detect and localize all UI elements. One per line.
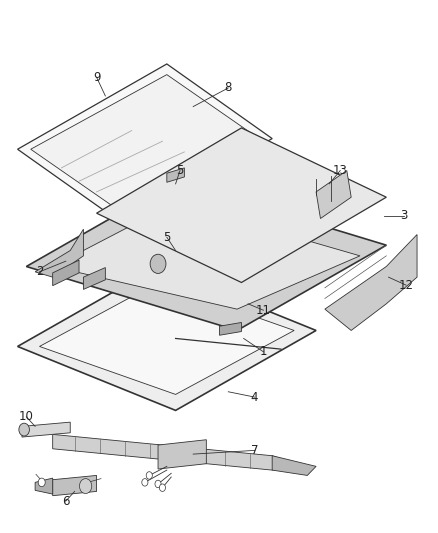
Polygon shape [39,282,293,394]
Polygon shape [22,422,70,437]
Circle shape [79,479,92,494]
Circle shape [19,423,29,436]
Text: 3: 3 [399,209,406,222]
Polygon shape [272,456,315,475]
Text: 10: 10 [19,410,34,423]
Circle shape [150,254,166,273]
Polygon shape [53,475,96,496]
Polygon shape [18,266,315,410]
Circle shape [38,478,45,487]
Text: 7: 7 [250,444,258,457]
Text: 5: 5 [176,164,183,177]
Polygon shape [31,75,258,213]
Polygon shape [18,64,272,224]
Text: 13: 13 [332,164,347,177]
Text: 8: 8 [224,82,231,94]
Polygon shape [53,260,79,286]
Text: 12: 12 [398,279,413,292]
Polygon shape [53,203,359,309]
Text: 2: 2 [35,265,43,278]
Polygon shape [53,434,298,470]
Polygon shape [35,478,53,494]
Text: 4: 4 [250,391,258,403]
Polygon shape [324,235,416,330]
Circle shape [155,480,161,488]
Text: 5: 5 [163,231,170,244]
Text: 9: 9 [92,71,100,84]
Polygon shape [158,440,206,469]
Polygon shape [83,268,105,289]
Circle shape [141,479,148,486]
Polygon shape [219,322,241,335]
Polygon shape [166,168,184,182]
Polygon shape [26,181,385,330]
Polygon shape [96,128,385,282]
Polygon shape [35,229,83,277]
Text: 6: 6 [62,495,70,507]
Polygon shape [315,171,350,219]
Circle shape [159,484,165,491]
Circle shape [146,472,152,479]
Text: 1: 1 [259,345,267,358]
Text: 11: 11 [255,304,270,317]
